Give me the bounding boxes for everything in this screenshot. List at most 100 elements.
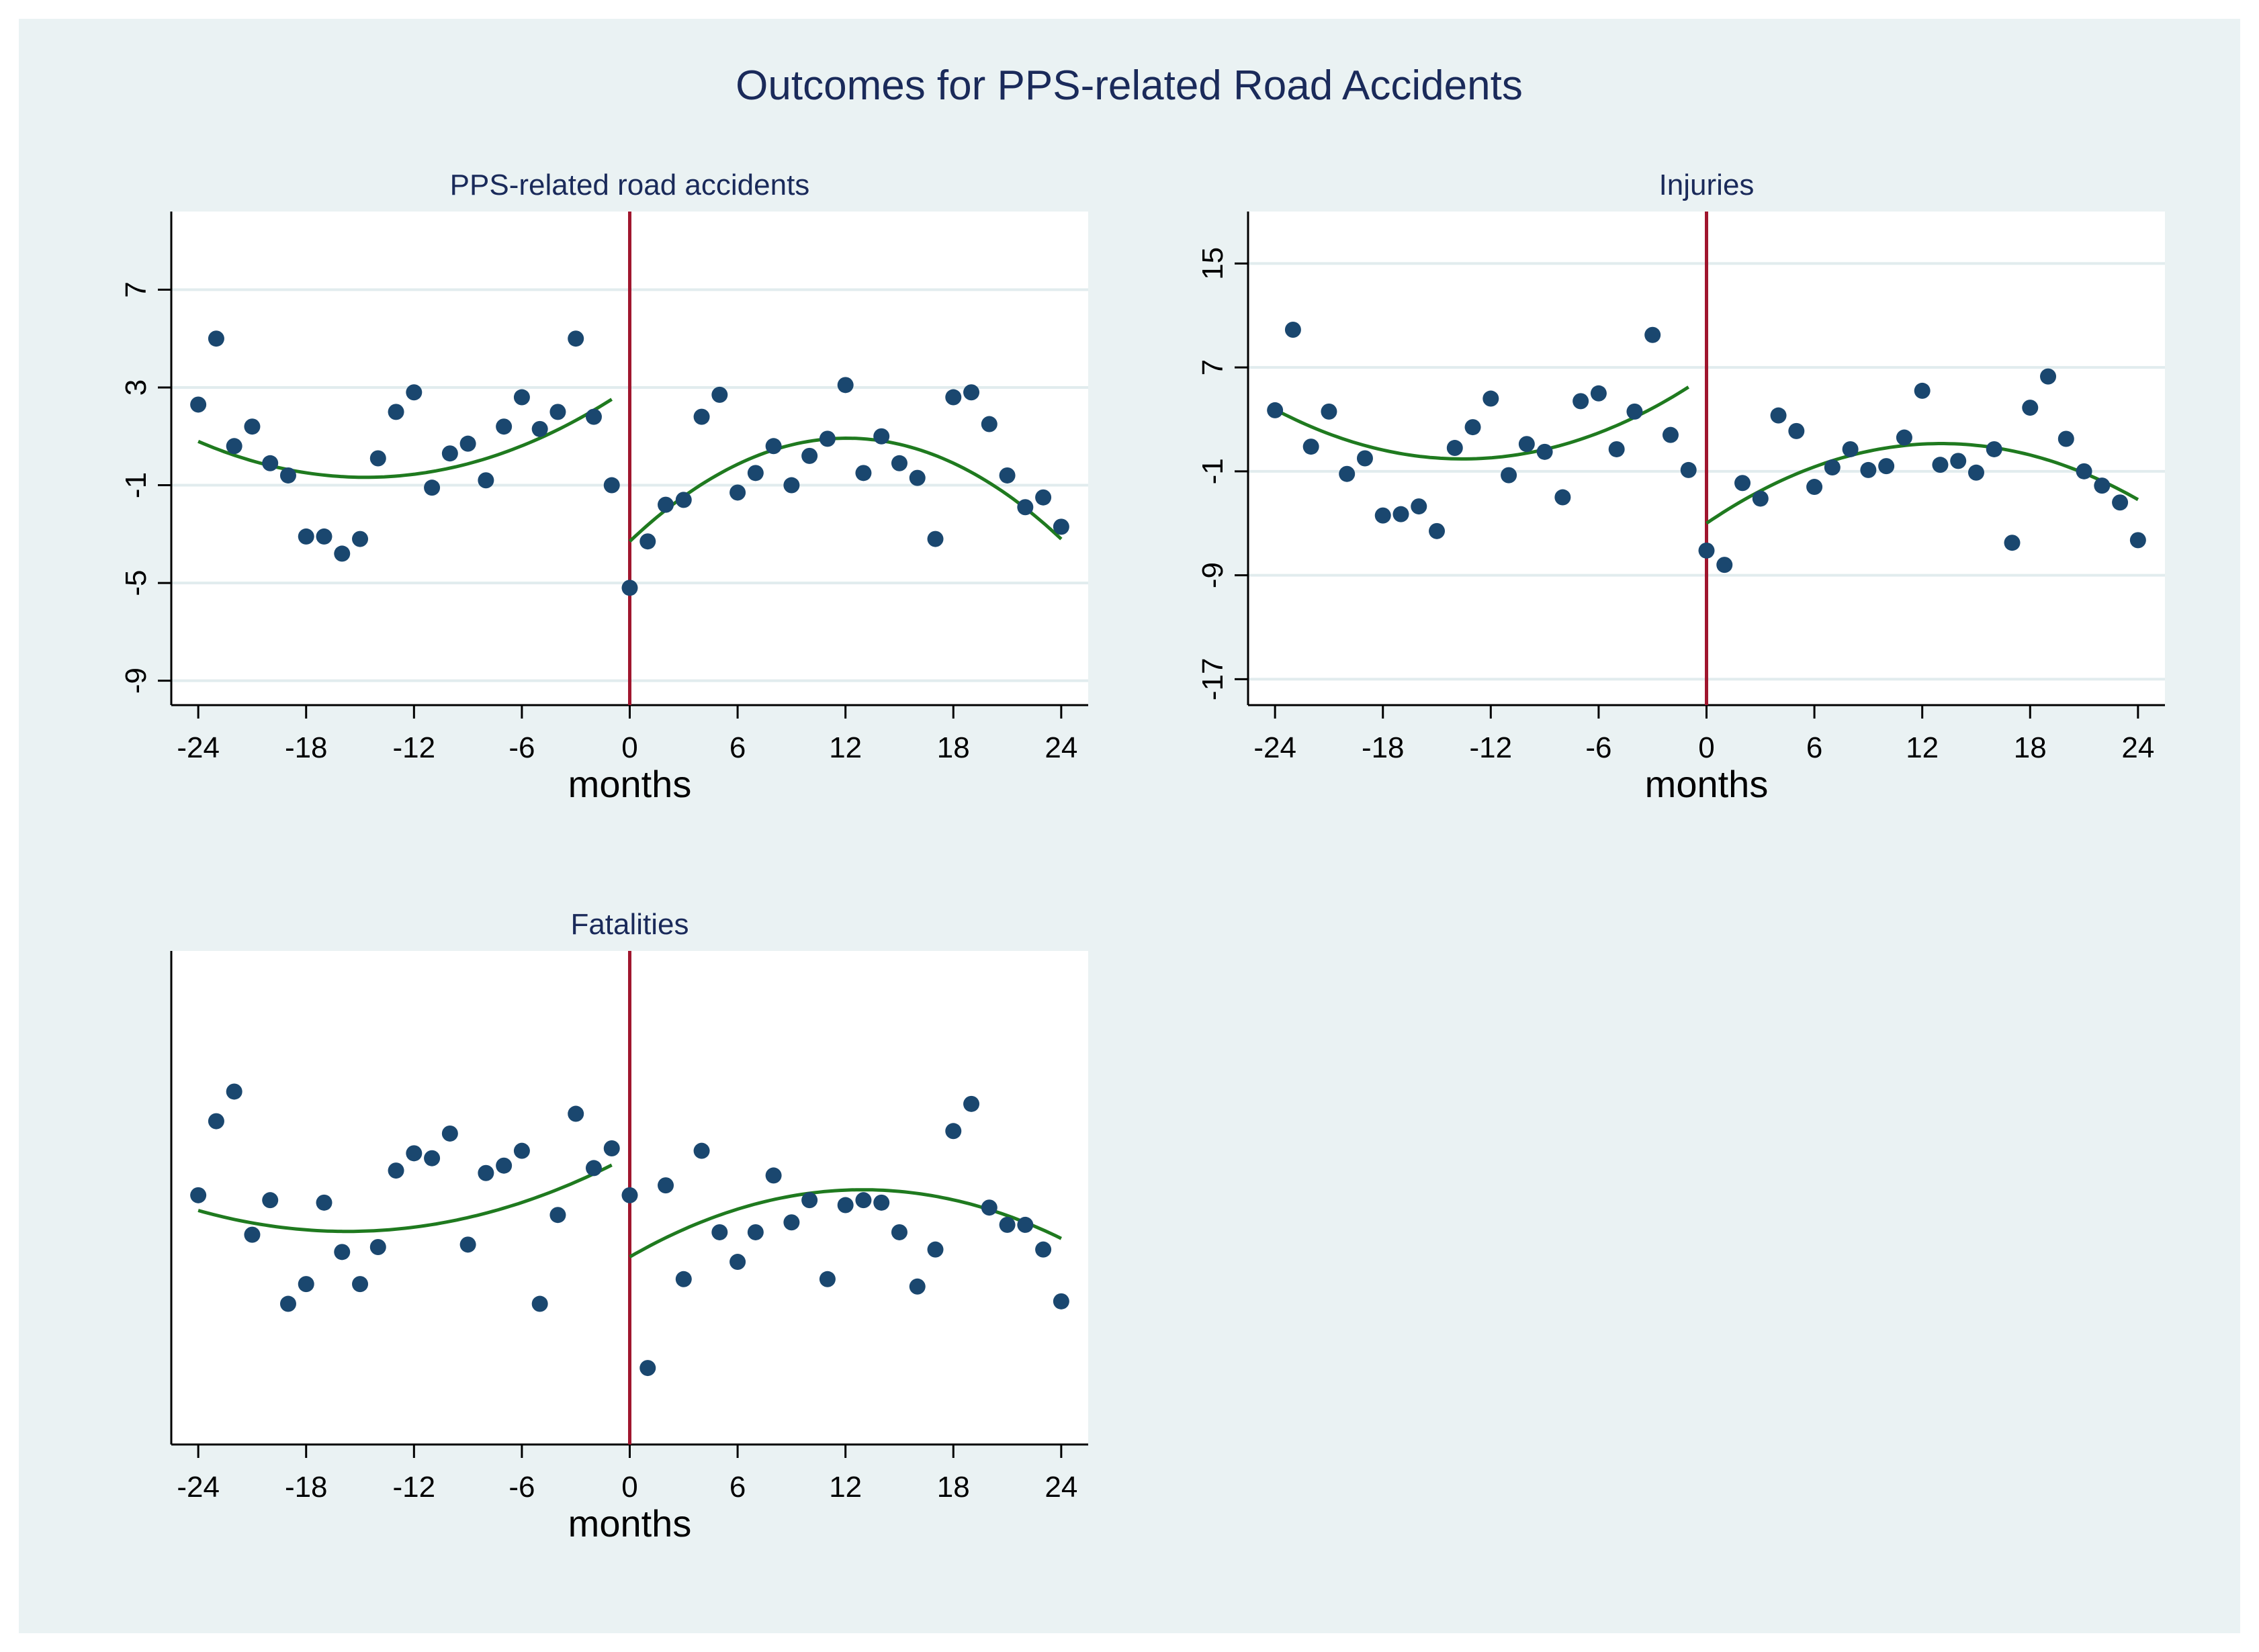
data-point bbox=[441, 1125, 458, 1142]
data-point bbox=[334, 1244, 351, 1260]
data-point bbox=[226, 438, 242, 455]
data-point bbox=[927, 1241, 944, 1258]
data-point bbox=[891, 1224, 907, 1240]
data-point bbox=[1788, 422, 1805, 439]
data-point bbox=[658, 496, 674, 513]
data-point bbox=[2076, 463, 2092, 479]
panel-injuries: -24 -18 -12 -6 0 6 12 18 24-17-9-1715Injuriesmon… bbox=[1196, 169, 2165, 805]
x-tick-label: 6 bbox=[729, 731, 746, 764]
data-point bbox=[1429, 522, 1446, 539]
data-point bbox=[262, 1192, 279, 1209]
data-point bbox=[837, 1197, 854, 1213]
data-point bbox=[1339, 465, 1356, 482]
data-point bbox=[855, 465, 872, 481]
data-point bbox=[352, 531, 369, 547]
data-point bbox=[568, 330, 584, 347]
y-tick-label: 15 bbox=[1196, 247, 1229, 280]
panel-pps-road-accidents: -24 -18 -12 -6 0 6 12 18 24 -9 -5 -1 3 7 PPS-related r… bbox=[120, 169, 1088, 805]
data-point bbox=[1284, 322, 1301, 338]
data-point bbox=[855, 1192, 872, 1209]
panel-fatalities: -24 -18 -12 -6 0 6 12 18 24 Fatalities months bbox=[170, 908, 1088, 1545]
data-point bbox=[783, 477, 800, 494]
data-point bbox=[279, 467, 296, 484]
x-tick-label: 0 bbox=[621, 1471, 637, 1504]
x-tick-label: -18 bbox=[285, 1471, 328, 1504]
data-point bbox=[244, 418, 261, 435]
data-point bbox=[729, 484, 746, 501]
x-tick-label: 6 bbox=[729, 1471, 746, 1504]
data-point bbox=[999, 467, 1016, 484]
data-point bbox=[2004, 535, 2021, 551]
data-point bbox=[1824, 459, 1841, 476]
figure-title: Outcomes for PPS-related Road Accidents bbox=[736, 62, 1523, 109]
data-point bbox=[424, 1150, 441, 1166]
data-point bbox=[1860, 461, 1877, 478]
x-tick-label: 6 bbox=[1806, 731, 1822, 764]
data-point bbox=[1842, 441, 1859, 457]
data-point bbox=[1734, 475, 1751, 492]
x-tick-label: 24 bbox=[1045, 731, 1077, 764]
y-tick-label: -9 bbox=[1196, 562, 1229, 588]
data-point bbox=[621, 580, 638, 596]
x-tick-label: -24 bbox=[177, 1471, 220, 1504]
data-point bbox=[1608, 441, 1625, 457]
data-point bbox=[963, 384, 980, 401]
data-point bbox=[190, 396, 207, 413]
x-tick-label: -18 bbox=[1362, 731, 1405, 764]
data-point bbox=[1321, 403, 1337, 420]
data-point bbox=[1644, 326, 1661, 343]
data-point bbox=[513, 1142, 530, 1159]
data-point bbox=[478, 1164, 494, 1181]
data-point bbox=[891, 455, 907, 471]
data-point bbox=[1932, 457, 1949, 473]
data-point bbox=[1017, 499, 1034, 516]
y-tick-label: -1 bbox=[120, 472, 152, 498]
x-tick-label: 18 bbox=[2014, 731, 2047, 764]
x-tick-label: 12 bbox=[1906, 731, 1939, 764]
x-tick-label: 0 bbox=[621, 731, 637, 764]
data-point bbox=[1356, 450, 1373, 467]
x-tick-label: -6 bbox=[1585, 731, 1611, 764]
data-point bbox=[388, 404, 404, 420]
x-tick-label: -6 bbox=[508, 731, 535, 764]
data-point bbox=[639, 1360, 656, 1377]
data-point bbox=[1770, 407, 1787, 424]
x-tick-label: 18 bbox=[937, 731, 970, 764]
x-tick-label: 12 bbox=[829, 1471, 862, 1504]
data-point bbox=[639, 533, 656, 550]
data-point bbox=[568, 1105, 584, 1122]
data-point bbox=[1662, 426, 1679, 443]
x-tick-label: 24 bbox=[1045, 1471, 1077, 1504]
fit-line-pre bbox=[1274, 385, 1690, 461]
data-point bbox=[369, 1239, 386, 1255]
data-point bbox=[1573, 393, 1589, 410]
data-point bbox=[549, 1207, 566, 1224]
data-point bbox=[1896, 429, 1912, 446]
x-tick-label: -18 bbox=[285, 731, 328, 764]
data-point bbox=[603, 477, 620, 494]
data-point bbox=[549, 404, 566, 420]
data-point bbox=[406, 384, 423, 401]
data-point bbox=[244, 1226, 261, 1243]
data-point bbox=[999, 1216, 1016, 1233]
data-point bbox=[747, 465, 764, 481]
data-point bbox=[1482, 390, 1499, 407]
data-point bbox=[316, 1194, 333, 1211]
panel-title: PPS-related road accidents bbox=[450, 169, 810, 201]
data-point bbox=[2129, 532, 2146, 549]
data-point bbox=[675, 492, 692, 508]
data-point bbox=[873, 428, 890, 445]
data-point bbox=[1590, 385, 1607, 402]
data-point bbox=[369, 450, 386, 467]
data-point bbox=[1302, 439, 1319, 455]
x-tick-label: 12 bbox=[829, 731, 862, 764]
data-point bbox=[388, 1162, 404, 1179]
data-point bbox=[873, 1194, 890, 1211]
data-point bbox=[621, 1187, 638, 1203]
data-point bbox=[675, 1271, 692, 1287]
data-point bbox=[190, 1187, 207, 1203]
x-tick-label: 24 bbox=[2121, 731, 2154, 764]
data-point bbox=[406, 1145, 423, 1162]
data-point bbox=[658, 1177, 674, 1194]
